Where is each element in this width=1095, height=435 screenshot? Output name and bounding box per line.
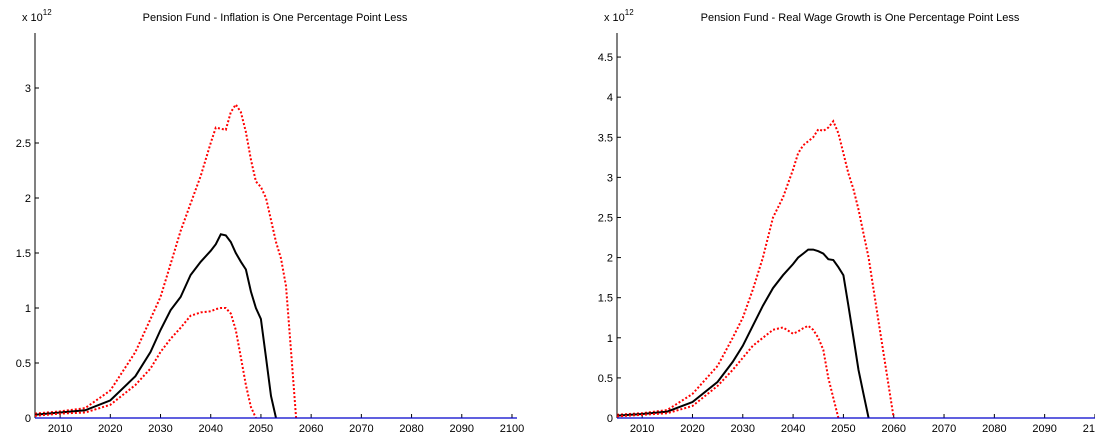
multiplier-exponent: 12 — [43, 8, 52, 17]
y-tick-label: 1.5 — [16, 248, 31, 260]
x-tick-label: 2090 — [450, 423, 474, 435]
y-tick-label: 1 — [25, 303, 31, 315]
chart-title: Pension Fund - Real Wage Growth is One P… — [701, 12, 1020, 24]
x-tick-label: 2010 — [630, 423, 654, 435]
multiplier-exponent: 12 — [625, 8, 634, 17]
series-line — [616, 248, 870, 419]
y-tick-label: 2.5 — [16, 138, 31, 150]
x-tick-label: 2090 — [1032, 423, 1056, 435]
series-line — [34, 102, 298, 419]
y-tick-label: 0 — [607, 413, 613, 425]
x-tick-label: 2050 — [831, 423, 855, 435]
x-tick-label: 2080 — [982, 423, 1006, 435]
x-tick-label: 2100 — [1083, 423, 1095, 435]
y-multiplier: x 1012 — [604, 8, 634, 24]
chart: Pension Fund - Inflation is One Percenta… — [16, 8, 525, 435]
y-tick-label: 4 — [607, 92, 613, 104]
x-tick-label: 2060 — [299, 423, 323, 435]
y-tick-label: 2.5 — [598, 212, 613, 224]
multiplier-base: x 10 — [604, 12, 625, 24]
y-tick-label: 4.5 — [598, 52, 613, 64]
x-tick-label: 2040 — [198, 423, 222, 435]
y-tick-label: 0.5 — [598, 373, 613, 385]
x-tick-label: 2030 — [148, 423, 172, 435]
x-tick-label: 2070 — [932, 423, 956, 435]
y-tick-label: 0.5 — [16, 358, 31, 370]
x-tick-label: 2010 — [48, 423, 72, 435]
x-tick-label: 2070 — [349, 423, 373, 435]
chart-title: Pension Fund - Inflation is One Percenta… — [143, 12, 408, 24]
y-tick-label: 2 — [25, 193, 31, 205]
y-tick-label: 1.5 — [598, 293, 613, 305]
multiplier-base: x 10 — [22, 12, 43, 24]
x-tick-label: 2080 — [399, 423, 423, 435]
y-tick-label: 3 — [25, 83, 31, 95]
y-tick-label: 3 — [607, 172, 613, 184]
y-tick-label: 0 — [25, 413, 31, 425]
series-line — [616, 119, 895, 419]
chart: Pension Fund - Real Wage Growth is One P… — [598, 8, 1095, 435]
y-tick-label: 3.5 — [598, 132, 613, 144]
x-tick-label: 2020 — [680, 423, 704, 435]
x-tick-label: 2030 — [731, 423, 755, 435]
y-multiplier: x 1012 — [22, 8, 52, 24]
x-tick-label: 2020 — [98, 423, 122, 435]
series-line — [34, 307, 257, 419]
series-line — [616, 324, 840, 419]
x-tick-label: 2050 — [249, 423, 273, 435]
x-tick-label: 2040 — [781, 423, 805, 435]
y-tick-label: 1 — [607, 333, 613, 345]
x-tick-label: 2060 — [881, 423, 905, 435]
series-line — [34, 233, 277, 419]
y-tick-label: 2 — [607, 253, 613, 265]
x-tick-label: 2100 — [500, 423, 524, 435]
